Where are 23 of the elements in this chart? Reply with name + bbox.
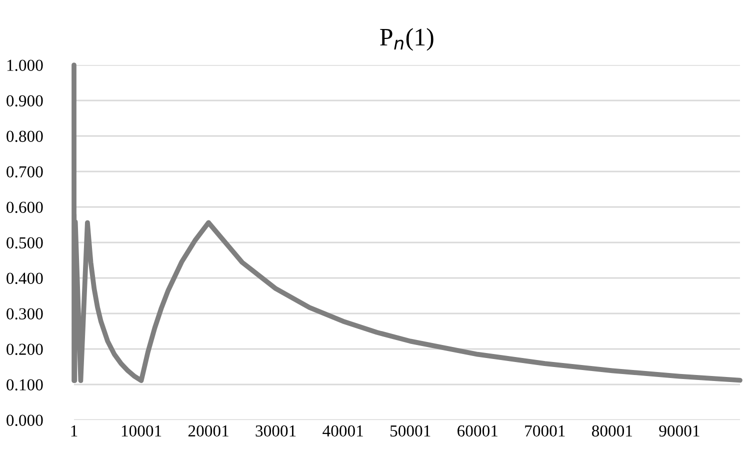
x-tick-label: 80001 [592, 425, 632, 437]
y-tick-label: 0.500 [6, 237, 43, 249]
y-tick-label: 0.900 [6, 95, 43, 107]
x-tick-label: 50001 [390, 425, 430, 437]
x-tick-label: 1 [71, 425, 78, 436]
x-tick-label: 90001 [659, 425, 700, 437]
y-tick-label: 1.000 [7, 60, 43, 72]
chart-title: P$_{n}$(1) [380, 28, 434, 51]
x-tick-label: 30001 [256, 425, 296, 437]
y-tick-label: 0.200 [6, 344, 43, 356]
y-tick-label: 0.400 [6, 272, 43, 284]
y-tick-label: 0.700 [6, 166, 43, 178]
x-tick-label: 60001 [458, 425, 498, 437]
y-tick-label: 0.300 [6, 308, 43, 320]
y-tick-label: 0.000 [6, 414, 43, 426]
x-tick-label: 70001 [525, 425, 565, 437]
x-tick-label: 10001 [122, 425, 162, 437]
y-tick-label: 0.600 [6, 202, 43, 214]
y-tick-label: 0.800 [6, 130, 43, 142]
x-tick-label: 40001 [322, 425, 363, 437]
y-tick-label: 0.100 [6, 379, 43, 391]
line-series [72, 62, 742, 384]
x-tick-label: 20001 [188, 425, 228, 437]
